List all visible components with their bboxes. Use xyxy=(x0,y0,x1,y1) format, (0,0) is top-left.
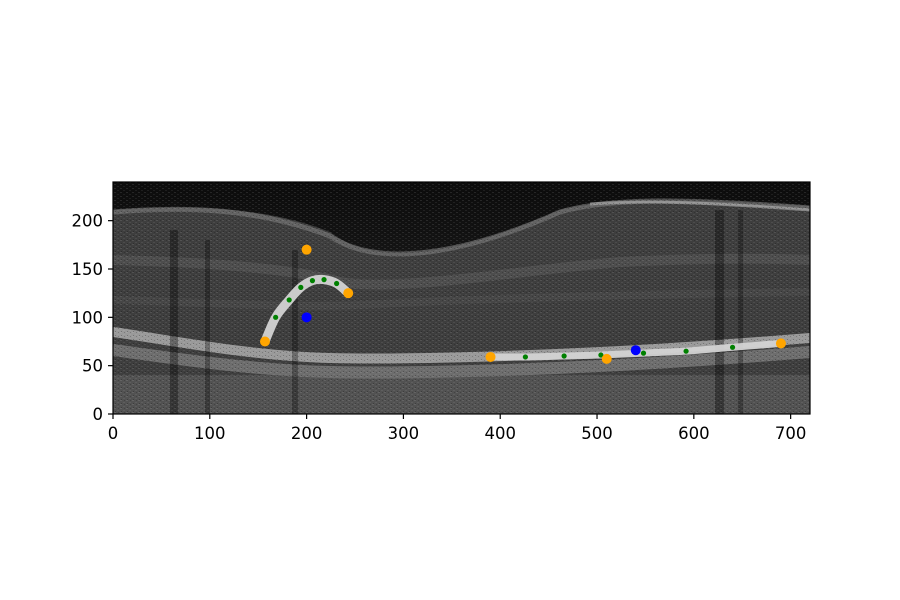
x-tick-label: 300 xyxy=(388,424,420,443)
sample-point xyxy=(522,354,528,360)
x-tick-label: 200 xyxy=(291,424,323,443)
x-tick-label: 700 xyxy=(775,424,807,443)
center-point xyxy=(630,345,641,356)
y-tick-label: 150 xyxy=(72,260,104,279)
control-point xyxy=(601,353,612,364)
center-point xyxy=(301,312,312,323)
y-tick-label: 100 xyxy=(72,308,104,327)
sample-point xyxy=(561,353,567,359)
sample-point xyxy=(298,284,304,290)
x-tick-label: 100 xyxy=(194,424,226,443)
sample-point xyxy=(334,280,340,287)
x-tick-label: 400 xyxy=(484,424,516,443)
control-point xyxy=(775,338,786,349)
sample-point xyxy=(640,350,647,356)
control-point xyxy=(259,336,270,347)
x-tick-label: 500 xyxy=(581,424,613,443)
control-point xyxy=(485,351,496,362)
curve-2 xyxy=(485,338,786,364)
y-tick-label: 0 xyxy=(93,405,104,424)
sample-point xyxy=(321,277,327,283)
sample-point xyxy=(683,348,689,354)
plot-frame xyxy=(112,181,811,415)
sample-point xyxy=(286,297,292,303)
y-tick-label: 50 xyxy=(82,357,103,376)
fitted-curve xyxy=(487,339,785,361)
x-tick-label: 0 xyxy=(108,424,119,443)
control-point xyxy=(301,244,312,255)
plot-area xyxy=(259,244,786,364)
y-axis: 0 50 100 150 200 xyxy=(72,212,113,424)
x-axis: 0 100 200 300 400 500 600 700 xyxy=(108,414,807,443)
oct-scan-image xyxy=(113,182,810,414)
sample-point xyxy=(273,314,279,320)
sample-point xyxy=(729,344,736,350)
curve-1 xyxy=(259,244,354,347)
sample-point xyxy=(309,278,316,284)
y-tick-label: 200 xyxy=(72,212,104,231)
x-tick-label: 600 xyxy=(678,424,710,443)
control-point xyxy=(343,288,354,299)
sample-point xyxy=(598,352,604,358)
